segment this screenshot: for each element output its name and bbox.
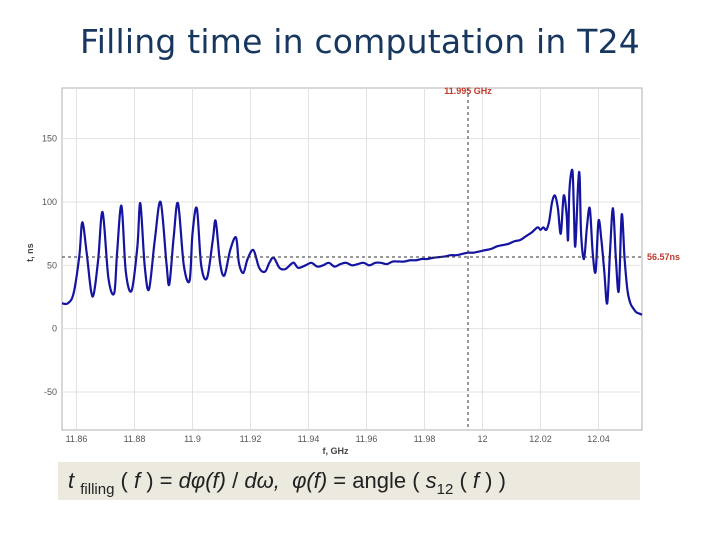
plot-frame [61, 87, 643, 431]
formula-domega: dω, [244, 468, 280, 493]
series-line [61, 168, 643, 316]
y-tick-label: 50 [47, 260, 57, 270]
formula-f: f [472, 468, 480, 493]
tick-labels: 11.86 11.88 11.9 11.92 11.94 11.96 11.98 12 12.0… [42, 134, 610, 444]
line-chart: 11.86 11.88 11.9 11.92 11.94 11.96 11.98 12 12.0… [25, 86, 680, 456]
y-tick-label: 150 [42, 134, 57, 144]
x-tick-label: 11.98 [414, 434, 436, 444]
formula-subscript-12: 12 [436, 481, 454, 498]
formula-part: / [226, 468, 245, 493]
formula-f: f [134, 468, 141, 493]
cursor-y-label: 56.57ns [647, 252, 680, 262]
y-tick-label: -50 [44, 387, 57, 397]
x-tick-label: 11.92 [240, 434, 262, 444]
x-tick-label: 11.86 [66, 434, 88, 444]
formula-t: t [68, 468, 75, 493]
formula-phi: φ(f) [292, 468, 328, 493]
y-tick-label: 0 [52, 324, 57, 334]
x-tick-label: 12 [477, 434, 487, 444]
formula-part: = angle ( [327, 468, 426, 493]
y-tick-label: 100 [42, 197, 57, 207]
x-tick-label: 11.9 [184, 434, 201, 444]
y-axis-label: t, ns [25, 243, 35, 262]
x-axis-label: f, GHz [323, 446, 349, 456]
page-title: Filling time in computation in T24 [80, 22, 640, 61]
cursor-x-label: 11.995 GHz [444, 86, 492, 96]
x-tick-label: 12.02 [529, 434, 552, 444]
formula-part: ( [114, 468, 134, 493]
x-tick-label: 11.96 [356, 434, 378, 444]
x-tick-label: 11.88 [124, 434, 146, 444]
x-tick-label: 12.04 [587, 434, 610, 444]
formula-subscript-filling: filling [80, 481, 115, 498]
formula-part: ( [453, 468, 473, 493]
formula-part: ) = [140, 468, 179, 493]
formula-dphi: dφ(f) [178, 468, 226, 493]
formula-gap [280, 468, 292, 493]
formula-box: t filling ( f ) = dφ(f) / dω, φ(f) = ang… [58, 462, 640, 500]
formula-s: s [425, 468, 437, 493]
x-tick-label: 11.94 [298, 434, 320, 444]
formula-part: ) ) [479, 468, 506, 493]
